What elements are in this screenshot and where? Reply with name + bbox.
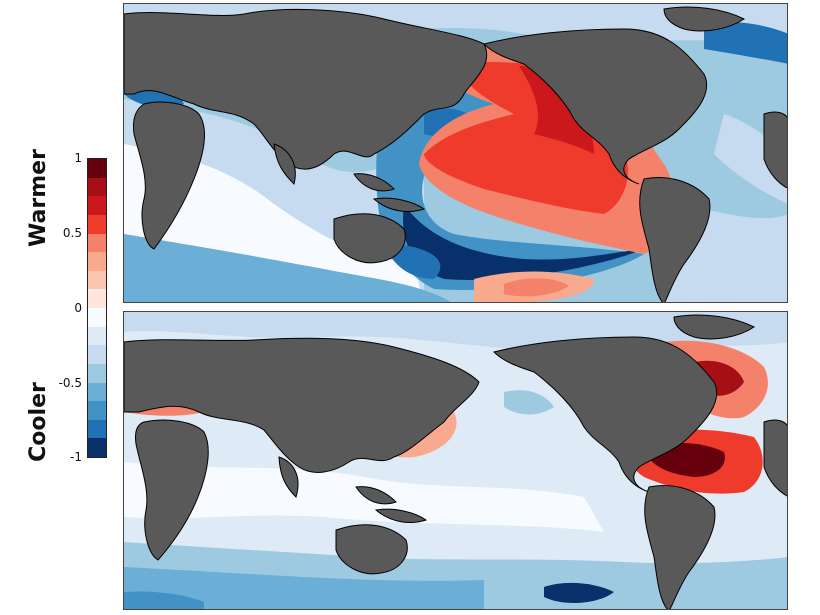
- map-warm-pattern: [123, 3, 788, 303]
- colorbar-segment: [88, 438, 106, 457]
- colorbar-segment: [88, 177, 106, 197]
- colorbar-segment: [88, 308, 106, 327]
- colorbar-segment: [88, 233, 106, 253]
- colorbar-segment: [88, 419, 106, 439]
- cooler-label: Cooler: [25, 382, 51, 462]
- colorbar-segment: [88, 270, 106, 290]
- colorbar-segment: [88, 326, 106, 346]
- colorbar-segment: [88, 252, 106, 271]
- colorbar-segment: [88, 289, 106, 308]
- map-cool-pattern: [123, 311, 788, 610]
- colorbar-segment: [88, 345, 106, 364]
- colorbar-segment: [88, 363, 106, 383]
- colorbar-tick: -0.5: [58, 376, 82, 390]
- colorbar-segment: [88, 159, 106, 178]
- colorbar-tick: -1: [70, 450, 82, 464]
- colorbar-segment: [88, 401, 106, 420]
- colorbar-tick: 1: [74, 151, 82, 165]
- colorbar-tick: 0: [74, 301, 82, 315]
- colorbar-segment: [88, 214, 106, 234]
- colorbar-tick: 0.5: [62, 226, 82, 240]
- warmer-label: Warmer: [25, 149, 51, 247]
- colorbar: [87, 158, 107, 458]
- colorbar-segment: [88, 196, 106, 215]
- colorbar-segment: [88, 382, 106, 402]
